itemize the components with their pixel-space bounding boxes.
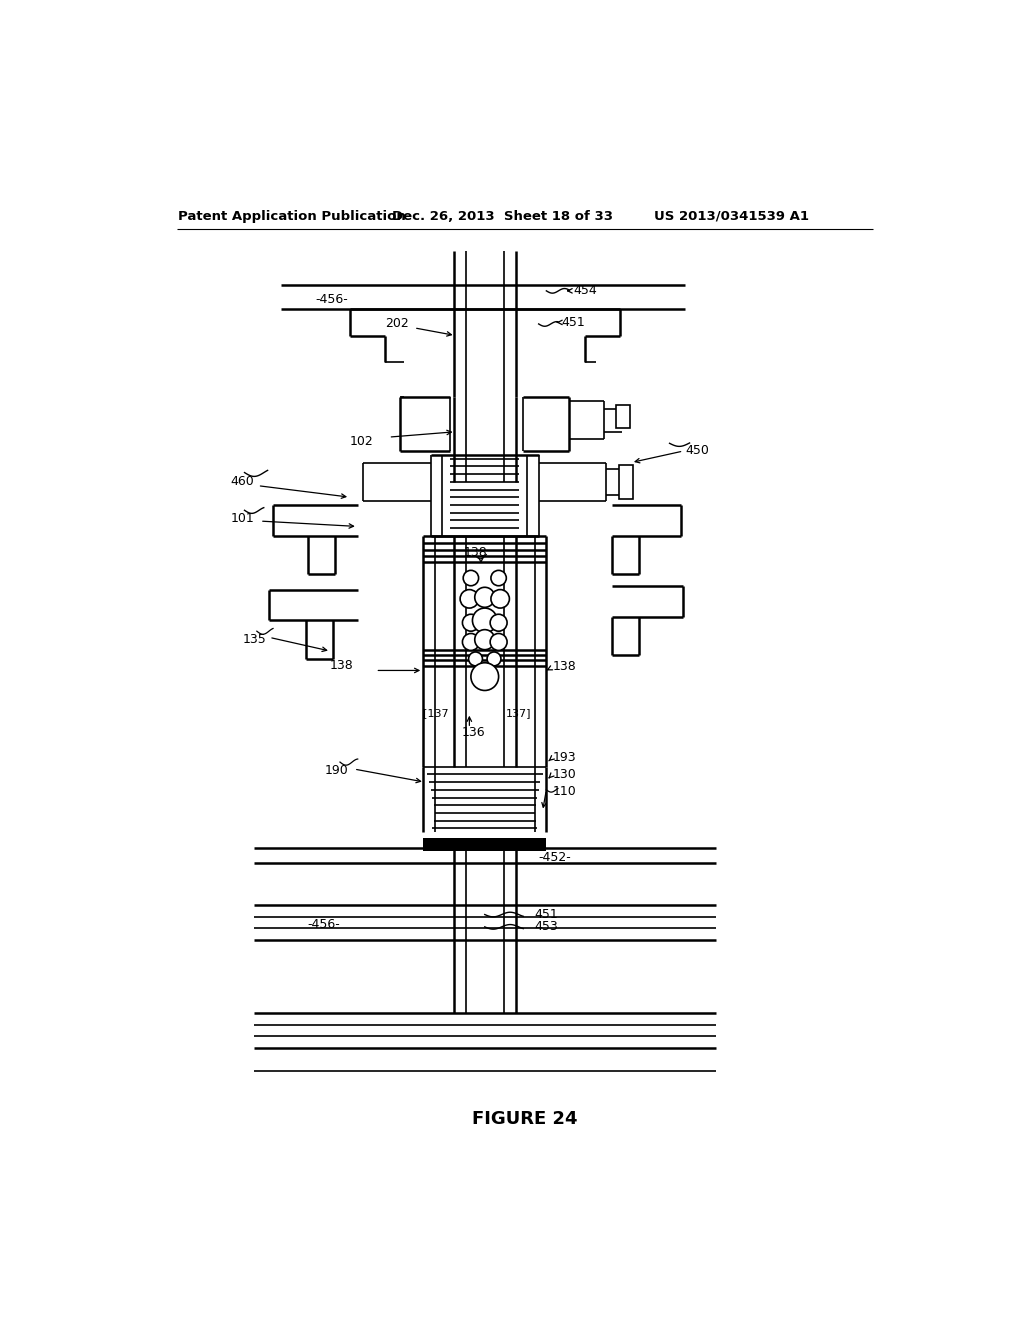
Text: 101: 101 xyxy=(230,512,254,525)
Text: 450: 450 xyxy=(685,445,709,458)
Text: 451: 451 xyxy=(562,315,586,329)
Text: 460: 460 xyxy=(230,475,254,488)
Text: FIGURE 24: FIGURE 24 xyxy=(472,1110,578,1129)
Circle shape xyxy=(460,590,478,609)
Circle shape xyxy=(490,570,506,586)
Bar xyxy=(618,465,633,499)
Circle shape xyxy=(490,590,509,609)
Text: -456-: -456- xyxy=(307,917,340,931)
Bar xyxy=(615,405,630,428)
Text: 136: 136 xyxy=(462,726,485,739)
Text: 193: 193 xyxy=(553,751,577,764)
Circle shape xyxy=(463,614,479,631)
Text: 202: 202 xyxy=(385,317,409,330)
Circle shape xyxy=(469,652,482,665)
Circle shape xyxy=(472,609,497,632)
Text: 451: 451 xyxy=(535,908,558,921)
Text: 138: 138 xyxy=(463,546,487,560)
Text: 130: 130 xyxy=(553,768,577,781)
Text: 138: 138 xyxy=(330,659,353,672)
Text: 454: 454 xyxy=(573,284,597,297)
Text: 190: 190 xyxy=(325,764,348,777)
Text: Dec. 26, 2013  Sheet 18 of 33: Dec. 26, 2013 Sheet 18 of 33 xyxy=(392,210,613,223)
Circle shape xyxy=(463,634,479,651)
Text: -456-: -456- xyxy=(315,293,348,306)
Text: Patent Application Publication: Patent Application Publication xyxy=(178,210,407,223)
Text: [137: [137 xyxy=(423,708,449,718)
Text: -452-: -452- xyxy=(539,851,571,865)
Circle shape xyxy=(490,634,507,651)
Circle shape xyxy=(471,663,499,690)
Text: 102: 102 xyxy=(350,436,374,449)
Circle shape xyxy=(490,614,507,631)
Text: 138: 138 xyxy=(553,660,577,673)
Bar xyxy=(423,838,547,851)
Text: 135: 135 xyxy=(243,634,266,647)
Text: US 2013/0341539 A1: US 2013/0341539 A1 xyxy=(654,210,809,223)
Circle shape xyxy=(463,570,478,586)
Text: 453: 453 xyxy=(535,920,558,933)
Text: 110: 110 xyxy=(553,785,577,797)
Circle shape xyxy=(475,587,495,607)
Circle shape xyxy=(487,652,501,665)
Circle shape xyxy=(475,630,495,649)
Text: 137]: 137] xyxy=(506,708,531,718)
